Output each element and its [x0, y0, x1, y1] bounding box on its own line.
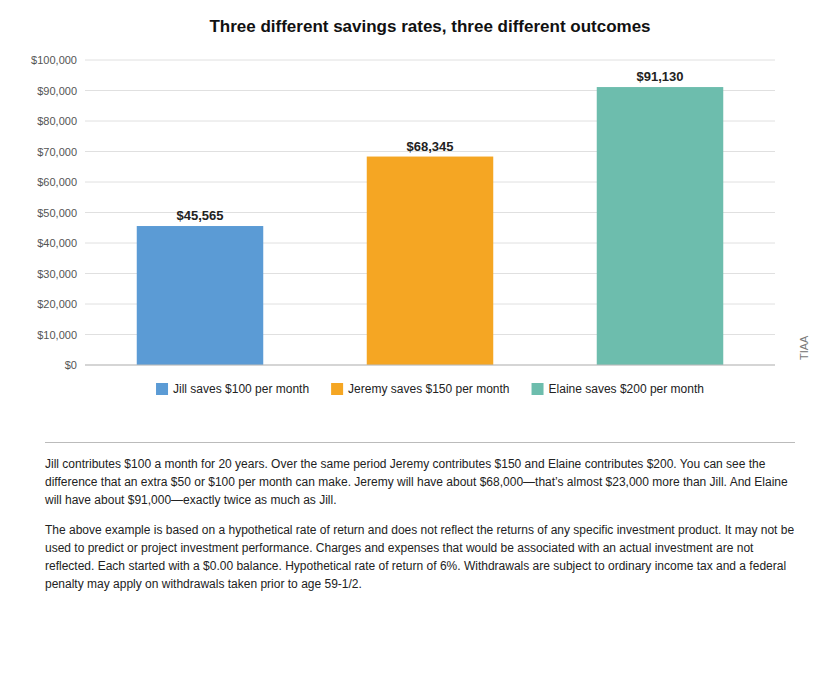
legend-label: Elaine saves $200 per month [549, 382, 704, 396]
y-tick-label: $0 [65, 359, 77, 371]
chart: Three different savings rates, three dif… [0, 0, 825, 440]
legend-label: Jill saves $100 per month [173, 382, 309, 396]
legend-label: Jeremy saves $150 per month [348, 382, 509, 396]
grid [85, 60, 775, 365]
footnote: The above example is based on a hypothet… [45, 521, 795, 593]
grid-line [85, 365, 775, 366]
y-tick-label: $50,000 [37, 207, 77, 219]
y-tick-label: $70,000 [37, 146, 77, 158]
data-label: $68,345 [407, 139, 454, 154]
y-tick-label: $60,000 [37, 176, 77, 188]
side-label: TIAA [798, 335, 810, 360]
bar [597, 87, 724, 365]
y-tick-label: $100,000 [31, 54, 77, 66]
legend: Jill saves $100 per month Jeremy saves $1… [156, 382, 704, 396]
legend-swatch [156, 383, 168, 395]
bar [137, 226, 264, 365]
data-label: $91,130 [637, 69, 684, 84]
y-tick-label: $80,000 [37, 115, 77, 127]
footnotes: Jill contributes $100 a month for 20 yea… [45, 455, 795, 605]
divider [45, 442, 795, 443]
y-tick-label: $40,000 [37, 237, 77, 249]
y-tick-label: $20,000 [37, 298, 77, 310]
x-axis-line [85, 365, 775, 366]
title: Three different savings rates, three dif… [209, 17, 650, 36]
data-label: $45,565 [177, 208, 224, 223]
y-tick-label: $90,000 [37, 85, 77, 97]
bars [137, 87, 724, 365]
legend-swatch [532, 383, 544, 395]
bar [367, 157, 494, 365]
legend-swatch [331, 383, 343, 395]
grid-line [85, 60, 775, 61]
footnote: Jill contributes $100 a month for 20 yea… [45, 455, 795, 509]
y-tick-label: $10,000 [37, 329, 77, 341]
y-tick-label: $30,000 [37, 268, 77, 280]
